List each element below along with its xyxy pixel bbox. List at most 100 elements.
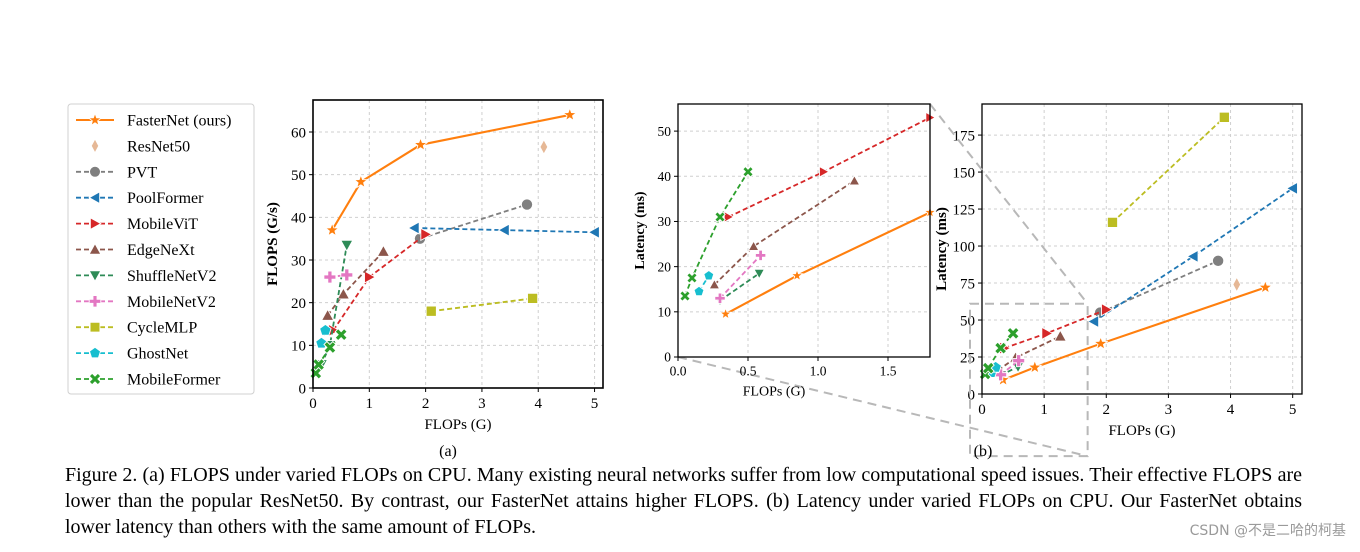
x-axis-label: FLOPs (G) (424, 417, 491, 433)
legend-marker (88, 295, 102, 308)
data-point-mobilenetv2 (1012, 354, 1026, 368)
legend: FasterNet (ours) ResNet50 PVT PoolFormer Mob… (67, 103, 255, 395)
chart-a-grid (312, 100, 603, 389)
y-tick-label: 50 (960, 313, 975, 329)
legend-item-pvt: PVT (76, 164, 157, 181)
chart-a-background (313, 100, 603, 388)
data-point-cyclemlp (1218, 111, 1230, 123)
legend-marker (87, 112, 103, 127)
series-ghostnet (693, 269, 715, 297)
data-point-fasternet-ours (412, 136, 429, 152)
x-axis-label: FLOPs (G) (743, 385, 806, 400)
data-point-cyclemlp (1106, 216, 1119, 228)
legend-label: EdgeNeXt (127, 242, 195, 259)
x-tick-label: 0.0 (670, 364, 687, 379)
data-point-mobilevit (364, 270, 377, 284)
legend-marker (88, 191, 101, 205)
chart-inset-frame (677, 103, 931, 358)
zoom-connector-line (929, 103, 1089, 305)
legend-label: PoolFormer (127, 190, 204, 207)
y-tick-label: 150 (953, 165, 976, 181)
data-point-mobileformer (981, 361, 995, 375)
series-line-cyclemlp (1111, 116, 1225, 224)
legend-label: ShuffleNetV2 (127, 268, 216, 285)
legend-item-mobilevit: MobileViT (76, 216, 198, 233)
data-point-mobilenetv2 (340, 268, 354, 282)
series-ghostnet (315, 323, 332, 349)
legend-marker (88, 346, 102, 359)
data-point-poolformer (407, 221, 420, 235)
series-line-fasternet-ours (1002, 286, 1266, 381)
legend-item-edgenext: EdgeNeXt (76, 242, 195, 259)
x-tick-label: 0.5 (740, 364, 757, 379)
series-mobilenetv2 (994, 354, 1026, 382)
x-tick-label: 3 (478, 396, 486, 412)
x-tick-label: 5 (591, 396, 599, 412)
legend-item-fasternet-ours: FasterNet (ours) (76, 112, 231, 130)
series-line-mobilenetv2 (719, 254, 762, 299)
x-tick-label: 2 (1103, 402, 1111, 418)
data-point-mobileformer (334, 328, 348, 342)
series-line-mobileformer (684, 171, 749, 297)
data-point-mobilenetv2 (714, 292, 726, 304)
series-cyclemlp (425, 292, 539, 317)
legend-marker (88, 165, 102, 178)
data-point-edgenext (376, 244, 391, 257)
y-tick-label: 20 (658, 259, 672, 274)
data-point-shufflenetv2 (753, 268, 766, 280)
data-point-pvt (1211, 254, 1225, 268)
data-point-poolformer (1285, 181, 1298, 196)
y-tick-label: 40 (291, 211, 306, 227)
data-point-fasternet-ours (790, 268, 804, 282)
legend-item-mobileformer: MobileFormer (76, 372, 221, 389)
legend-item-shufflenetv2: ShuffleNetV2 (76, 268, 216, 285)
subfig-label-a: (a) (439, 443, 457, 460)
x-tick-label: 1 (1040, 402, 1048, 418)
legend-item-resnet50: ResNet50 (90, 137, 190, 155)
y-tick-label: 40 (658, 169, 672, 184)
watermark: CSDN @不是二哈的柯基 (1189, 523, 1346, 539)
legend-item-ghostnet: GhostNet (76, 346, 189, 363)
series-resnet50 (1232, 276, 1242, 293)
legend-item-mobilenetv2: MobileNetV2 (76, 294, 216, 311)
x-tick-label: 0 (978, 402, 986, 418)
x-tick-label: 4 (1227, 402, 1235, 418)
legend-marker (89, 321, 101, 333)
chart-a-frame (312, 99, 604, 389)
zoom-connector-line (677, 356, 1088, 458)
subfig-label-b: (b) (974, 443, 993, 460)
series-mobilenetv2 (714, 249, 767, 304)
data-point-ghostnet (693, 285, 705, 297)
y-tick-label: 30 (658, 214, 672, 229)
data-point-mobileformer (686, 272, 698, 284)
series-line-pvt (419, 203, 528, 240)
legend-label: MobileFormer (127, 372, 221, 389)
chart-inset: 0.0 0.5 1.0 1.5 0 10 20 30 40 50 FLOPs (G) Latency … (633, 103, 937, 400)
x-tick-label: 2 (422, 396, 430, 412)
y-axis-label: Latency (ms) (934, 207, 950, 291)
data-point-poolformer (1086, 314, 1100, 329)
data-point-fasternet-ours (1027, 359, 1043, 374)
data-point-mobilevit (420, 227, 433, 242)
data-point-cyclemlp (425, 305, 437, 317)
data-point-mobilevit (1041, 326, 1054, 341)
y-tick-label: 50 (658, 124, 672, 139)
legend-marker (88, 270, 102, 283)
data-point-mobileformer (742, 165, 754, 178)
data-point-fasternet-ours (561, 106, 578, 122)
data-point-edgenext (1053, 329, 1068, 342)
data-point-mobileformer (994, 341, 1008, 355)
chart-b-frame (981, 103, 1303, 395)
legend-label: CycleMLP (127, 320, 197, 337)
legend-frame (67, 103, 255, 395)
data-point-poolformer (497, 223, 510, 237)
data-point-edgenext (708, 278, 721, 290)
legend-marker (88, 242, 102, 255)
y-tick-label: 25 (960, 350, 975, 366)
series-line-pvt (1099, 260, 1219, 314)
data-point-fasternet-ours (1092, 335, 1109, 351)
legend-label: MobileViT (127, 216, 198, 233)
data-point-mobileformer (1006, 326, 1020, 340)
series-fasternet-ours (324, 106, 578, 237)
